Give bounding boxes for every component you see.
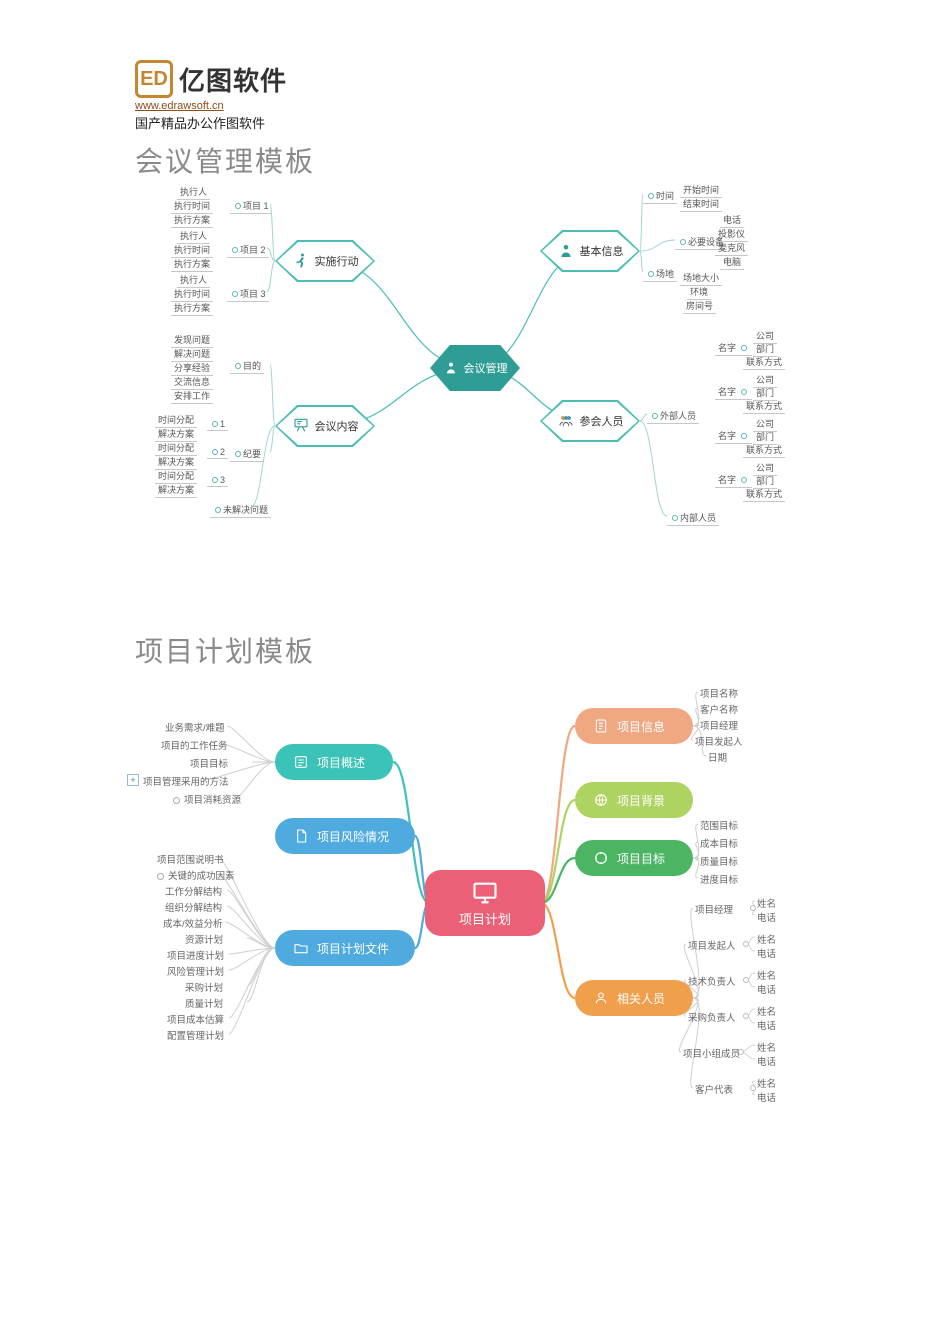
leaf: 项目 2: [227, 242, 269, 258]
branch-pill: 相关人员: [575, 980, 693, 1016]
leaf: 成本目标: [700, 836, 738, 850]
leaf: 技术负责人: [688, 974, 736, 988]
leaf: 姓名: [757, 1076, 776, 1090]
mindmap-project: 项目计划项目信息项目名称客户名称项目经理项目发起人日期项目背景项目目标范围目标成…: [135, 680, 835, 1120]
leaf: 联系方式: [743, 398, 785, 414]
leaf: 项目 1: [230, 198, 272, 214]
leaf: 纪要: [230, 446, 264, 462]
leaf: 业务需求/难题: [165, 720, 225, 734]
branch-pill: 项目风险情况: [275, 818, 415, 854]
leaf: 场地: [643, 266, 677, 282]
leaf: 项目经理: [700, 718, 738, 732]
hex-node: 参会人员: [540, 400, 640, 442]
leaf: 执行方案: [171, 300, 213, 316]
leaf: 电话: [757, 946, 776, 960]
branch-pill: 项目概述: [275, 744, 393, 780]
leaf: 联系方式: [743, 354, 785, 370]
mindmap-meeting: 会议管理实施行动项目 1执行人执行时间执行方案项目 2执行人执行时间执行方案项目…: [135, 190, 835, 550]
hex-node: 会议内容: [275, 405, 375, 447]
leaf: 客户名称: [700, 702, 738, 716]
leaf: 执行方案: [171, 212, 213, 228]
leaf: 关键的成功因素: [157, 868, 235, 882]
leaf: 成本/效益分析: [163, 916, 223, 930]
leaf: 日期: [708, 750, 727, 764]
leaf: 1: [207, 418, 228, 431]
leaf: 项目成本估算: [167, 1012, 224, 1026]
leaf: 电话: [757, 1054, 776, 1068]
leaf: 进度目标: [700, 872, 738, 886]
leaf: 项目发起人: [695, 734, 743, 748]
leaf: 项目名称: [700, 686, 738, 700]
leaf: 组织分解结构: [165, 900, 222, 914]
leaf: 结束时间: [680, 196, 722, 212]
leaf: 采购负责人: [688, 1010, 736, 1024]
leaf: 资源计划: [185, 932, 223, 946]
hex-node: 实施行动: [275, 240, 375, 282]
logo-row: ED 亿图软件: [135, 60, 950, 98]
logo-mark: ED: [135, 60, 173, 98]
leaf: 安排工作: [171, 388, 213, 404]
section1-title: 会议管理模板: [135, 140, 950, 180]
hex-node: 会议管理: [430, 345, 520, 391]
leaf: 客户代表: [695, 1082, 733, 1096]
leaf: 姓名: [757, 968, 776, 982]
leaf: 项目进度计划: [167, 948, 224, 962]
leaf: 电话: [757, 910, 776, 924]
leaf: 3: [207, 474, 228, 487]
leaf: 采购计划: [185, 980, 223, 994]
expand-icon[interactable]: +: [127, 774, 139, 786]
branch-pill: 项目背景: [575, 782, 693, 818]
section2-title: 项目计划模板: [135, 630, 950, 670]
leaf: 解决方案: [155, 482, 197, 498]
branch-pill: 项目计划文件: [275, 930, 415, 966]
logo-block: ED 亿图软件 www.edrawsoft.cn 国产精品办公作图软件: [135, 60, 950, 132]
leaf: 时间: [643, 188, 677, 204]
leaf: 电脑: [720, 254, 744, 270]
logo-subtitle: 国产精品办公作图软件: [135, 113, 950, 132]
center-node: 项目计划: [425, 870, 545, 936]
leaf: 外部人员: [647, 408, 699, 424]
leaf: 联系方式: [743, 442, 785, 458]
leaf: 风险管理计划: [167, 964, 224, 978]
leaf: 项目经理: [695, 902, 733, 916]
leaf: 质量计划: [185, 996, 223, 1010]
leaf: 2: [207, 446, 228, 459]
leaf: 房间号: [683, 298, 716, 314]
logo-url: www.edrawsoft.cn: [135, 100, 950, 112]
logo-text: 亿图软件: [179, 61, 287, 98]
leaf: 执行方案: [171, 256, 213, 272]
leaf: 项目消耗资源: [173, 792, 241, 806]
leaf: 姓名: [757, 932, 776, 946]
leaf: 姓名: [757, 1040, 776, 1054]
leaf: 姓名: [757, 896, 776, 910]
branch-pill: 项目目标: [575, 840, 693, 876]
leaf: 目的: [230, 358, 264, 374]
leaf: 配置管理计划: [167, 1028, 224, 1042]
leaf: 电话: [757, 982, 776, 996]
leaf: 姓名: [757, 1004, 776, 1018]
leaf: 项目目标: [190, 756, 228, 770]
leaf: 项目 3: [227, 286, 269, 302]
leaf: 工作分解结构: [165, 884, 222, 898]
leaf: 电话: [757, 1090, 776, 1104]
hex-node: 基本信息: [540, 230, 640, 272]
leaf: 范围目标: [700, 818, 738, 832]
leaf: 内部人员: [667, 510, 719, 526]
branch-pill: 项目信息: [575, 708, 693, 744]
leaf: 项目范围说明书: [157, 852, 224, 866]
leaf: 项目发起人: [688, 938, 736, 952]
leaf: 联系方式: [743, 486, 785, 502]
leaf: 项目的工作任务: [161, 738, 228, 752]
leaf: 未解决问题: [210, 502, 271, 518]
leaf: 项目管理采用的方法: [143, 774, 229, 788]
leaf: 电话: [757, 1018, 776, 1032]
leaf: 项目小组成员: [683, 1046, 740, 1060]
leaf: 质量目标: [700, 854, 738, 868]
